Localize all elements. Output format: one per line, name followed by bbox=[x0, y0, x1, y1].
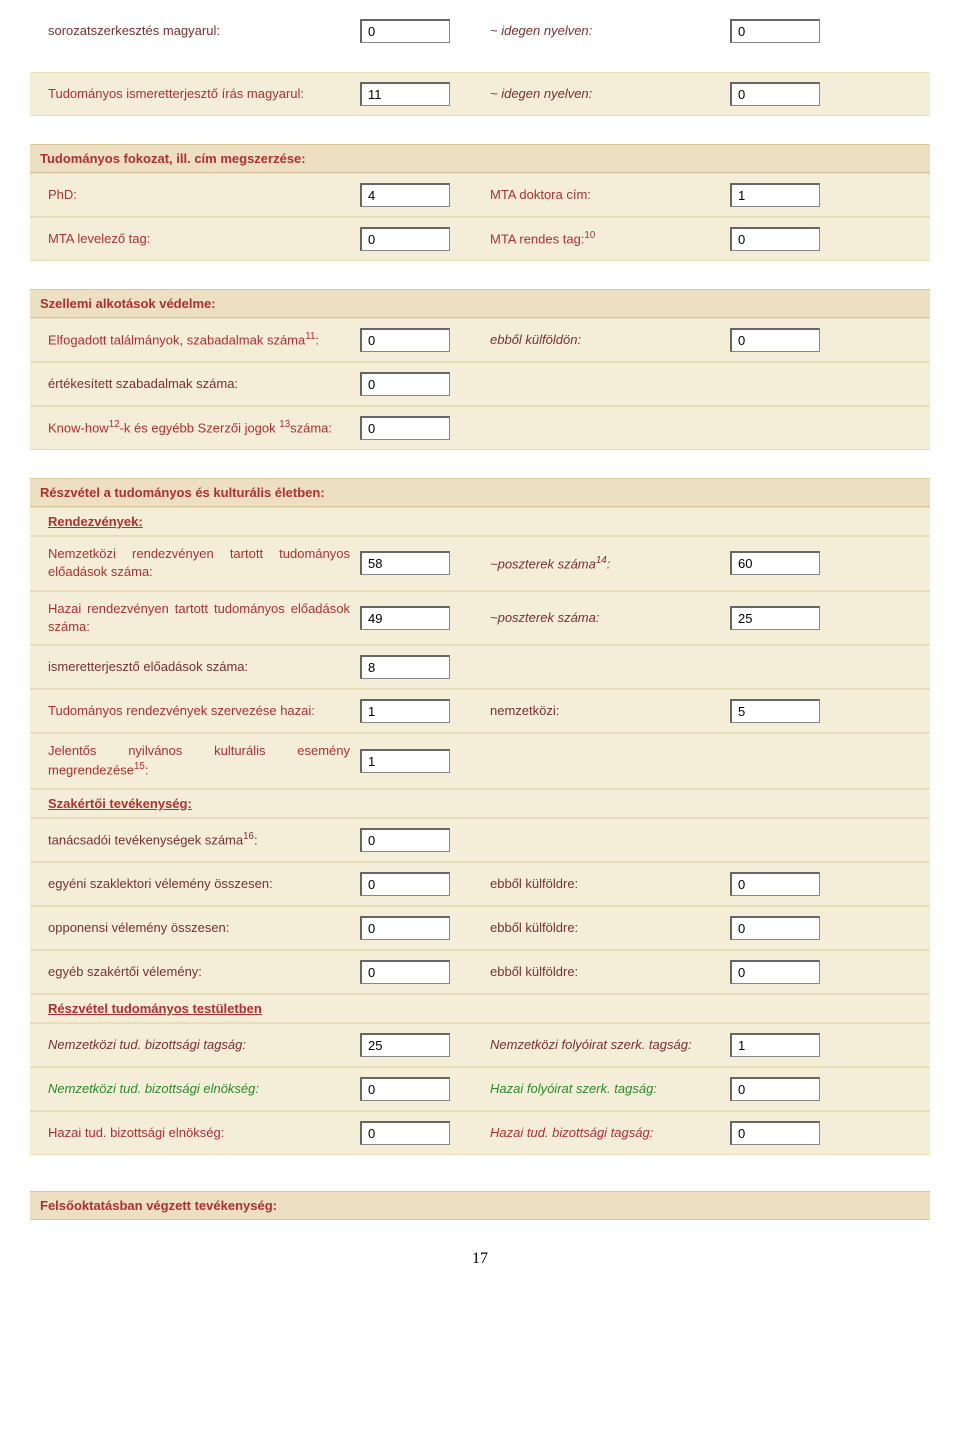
label-mta-rendes: MTA rendes tag:10 bbox=[480, 225, 730, 253]
row-nbe: Nemzetközi tud. bizottsági elnökség: Haz… bbox=[30, 1067, 930, 1111]
input-knowhow[interactable] bbox=[360, 416, 450, 440]
label-hbe: Hazai tud. bizottsági elnökség: bbox=[30, 1120, 360, 1146]
row-ismeret: ismeretterjesztő előadások száma: bbox=[30, 645, 930, 689]
input-idegen-2[interactable] bbox=[730, 82, 820, 106]
header-fokozat: Tudományos fokozat, ill. cím megszerzése… bbox=[30, 144, 930, 173]
row-egyeni: egyéni szaklektori vélemény összesen: eb… bbox=[30, 862, 930, 906]
input-idegen-1[interactable] bbox=[730, 19, 820, 43]
input-phd[interactable] bbox=[360, 183, 450, 207]
row-egyeb: egyéb szakértői vélemény: ebből külföldr… bbox=[30, 950, 930, 994]
label-hbt: Hazai tud. bizottsági tagság: bbox=[480, 1120, 730, 1146]
form-page: sorozatszerkesztés magyarul: ~ idegen ny… bbox=[0, 0, 960, 1298]
label-tud-ismeret: Tudományos ismeretterjesztő írás magyaru… bbox=[30, 81, 360, 107]
row-jelentos: Jelentős nyilvános kulturális esemény me… bbox=[30, 733, 930, 789]
row-nbt: Nemzetközi tud. bizottsági tagság: Nemze… bbox=[30, 1023, 930, 1067]
subheader-testulet: Részvétel tudományos testületben bbox=[30, 994, 930, 1023]
row-hbe: Hazai tud. bizottsági elnökség: Hazai tu… bbox=[30, 1111, 930, 1155]
label-opponensi: opponensi vélemény összesen: bbox=[30, 915, 360, 941]
label-nemzetkozi: nemzetközi: bbox=[480, 698, 730, 724]
label-hazai-rendez: Hazai rendezvényen tartott tudományos el… bbox=[30, 596, 360, 640]
input-tud-ismeret[interactable] bbox=[360, 82, 450, 106]
input-ebbol3[interactable] bbox=[730, 960, 820, 984]
input-sorozat[interactable] bbox=[360, 19, 450, 43]
input-poszter-1[interactable] bbox=[730, 551, 820, 575]
input-mta-rendes[interactable] bbox=[730, 227, 820, 251]
label-hft: Hazai folyóirat szerk. tagság: bbox=[480, 1076, 730, 1102]
row-opponensi: opponensi vélemény összesen: ebből külfö… bbox=[30, 906, 930, 950]
row-tanacsadoi: tanácsadói tevékenységek száma16: bbox=[30, 818, 930, 862]
row-elfogadott: Elfogadott találmányok, szabadalmak szám… bbox=[30, 318, 930, 362]
input-tanacsadoi[interactable] bbox=[360, 828, 450, 852]
row-ertek: értékesített szabadalmak száma: bbox=[30, 362, 930, 406]
row-phd: PhD: MTA doktora cím: bbox=[30, 173, 930, 217]
page-number: 17 bbox=[30, 1250, 930, 1268]
input-egyeb[interactable] bbox=[360, 960, 450, 984]
input-nft[interactable] bbox=[730, 1033, 820, 1057]
label-nbe: Nemzetközi tud. bizottsági elnökség: bbox=[30, 1076, 360, 1102]
input-opponensi[interactable] bbox=[360, 916, 450, 940]
input-mta-dok[interactable] bbox=[730, 183, 820, 207]
row-nemzetkozi-rendez: Nemzetközi rendezvényen tartott tudomány… bbox=[30, 536, 930, 590]
input-poszter-2[interactable] bbox=[730, 606, 820, 630]
label-egyeb: egyéb szakértői vélemény: bbox=[30, 959, 360, 985]
label-jelentos: Jelentős nyilvános kulturális esemény me… bbox=[30, 738, 360, 784]
input-ismeret-eload[interactable] bbox=[360, 655, 450, 679]
input-hft[interactable] bbox=[730, 1077, 820, 1101]
label-tanacsadoi: tanácsadói tevékenységek száma16: bbox=[30, 826, 360, 854]
label-ertek: értékesített szabadalmak száma: bbox=[30, 371, 360, 397]
label-idegen-2: ~ idegen nyelven: bbox=[480, 81, 730, 107]
row-tud-ismeret: Tudományos ismeretterjesztő írás magyaru… bbox=[30, 72, 930, 116]
input-mta-lev[interactable] bbox=[360, 227, 450, 251]
label-ebbol-kulf: ebből külföldön: bbox=[480, 327, 730, 353]
input-hbe[interactable] bbox=[360, 1121, 450, 1145]
input-tudrendez[interactable] bbox=[360, 699, 450, 723]
label-idegen-1: ~ idegen nyelven: bbox=[480, 18, 730, 44]
header-szellemi: Szellemi alkotások védelme: bbox=[30, 289, 930, 318]
label-nbt: Nemzetközi tud. bizottsági tagság: bbox=[30, 1032, 360, 1058]
input-ebbol1[interactable] bbox=[730, 872, 820, 896]
label-knowhow: Know-how12-k és egyébb Szerzői jogok 13s… bbox=[30, 414, 360, 442]
subheader-szakertoi: Szakértői tevékenység: bbox=[30, 789, 930, 818]
label-nemzetkozi-rendez: Nemzetközi rendezvényen tartott tudomány… bbox=[30, 541, 360, 585]
label-phd: PhD: bbox=[30, 182, 360, 208]
row-sorozatszerkesztes: sorozatszerkesztés magyarul: ~ idegen ny… bbox=[30, 0, 930, 48]
row-knowhow: Know-how12-k és egyébb Szerzői jogok 13s… bbox=[30, 406, 930, 450]
input-nbe[interactable] bbox=[360, 1077, 450, 1101]
input-nemzetkozi-rendez[interactable] bbox=[360, 551, 450, 575]
input-hbt[interactable] bbox=[730, 1121, 820, 1145]
label-elfogadott: Elfogadott találmányok, szabadalmak szám… bbox=[30, 326, 360, 354]
label-nft: Nemzetközi folyóirat szerk. tagság: bbox=[480, 1032, 730, 1058]
row-tudrendez: Tudományos rendezvények szervezése hazai… bbox=[30, 689, 930, 733]
input-ebbol2[interactable] bbox=[730, 916, 820, 940]
label-poszter-2: ~poszterek száma: bbox=[480, 605, 730, 631]
input-elfogadott[interactable] bbox=[360, 328, 450, 352]
label-mta-lev: MTA levelező tag: bbox=[30, 226, 360, 252]
subheader-rendezvenyek: Rendezvények: bbox=[30, 507, 930, 536]
label-ebbol3: ebből külföldre: bbox=[480, 959, 730, 985]
input-jelentos[interactable] bbox=[360, 749, 450, 773]
input-nbt[interactable] bbox=[360, 1033, 450, 1057]
label-mta-dok: MTA doktora cím: bbox=[480, 182, 730, 208]
label-ebbol2: ebből külföldre: bbox=[480, 915, 730, 941]
input-ebbol-kulf[interactable] bbox=[730, 328, 820, 352]
label-ebbol1: ebből külföldre: bbox=[480, 871, 730, 897]
label-egyeni: egyéni szaklektori vélemény összesen: bbox=[30, 871, 360, 897]
header-reszvetel: Részvétel a tudományos és kulturális éle… bbox=[30, 478, 930, 507]
label-sorozat: sorozatszerkesztés magyarul: bbox=[30, 18, 360, 44]
input-ertek[interactable] bbox=[360, 372, 450, 396]
row-hazai-rendez: Hazai rendezvényen tartott tudományos el… bbox=[30, 591, 930, 645]
row-mta-lev: MTA levelező tag: MTA rendes tag:10 bbox=[30, 217, 930, 261]
input-nemzetkozi[interactable] bbox=[730, 699, 820, 723]
label-tudrendez: Tudományos rendezvények szervezése hazai… bbox=[30, 698, 360, 724]
input-egyeni[interactable] bbox=[360, 872, 450, 896]
label-poszter-1: ~poszterek száma14: bbox=[480, 550, 730, 578]
label-ismeret-eload: ismeretterjesztő előadások száma: bbox=[30, 654, 360, 680]
header-felso: Felsőoktatásban végzett tevékenység: bbox=[30, 1191, 930, 1220]
input-hazai-rendez[interactable] bbox=[360, 606, 450, 630]
